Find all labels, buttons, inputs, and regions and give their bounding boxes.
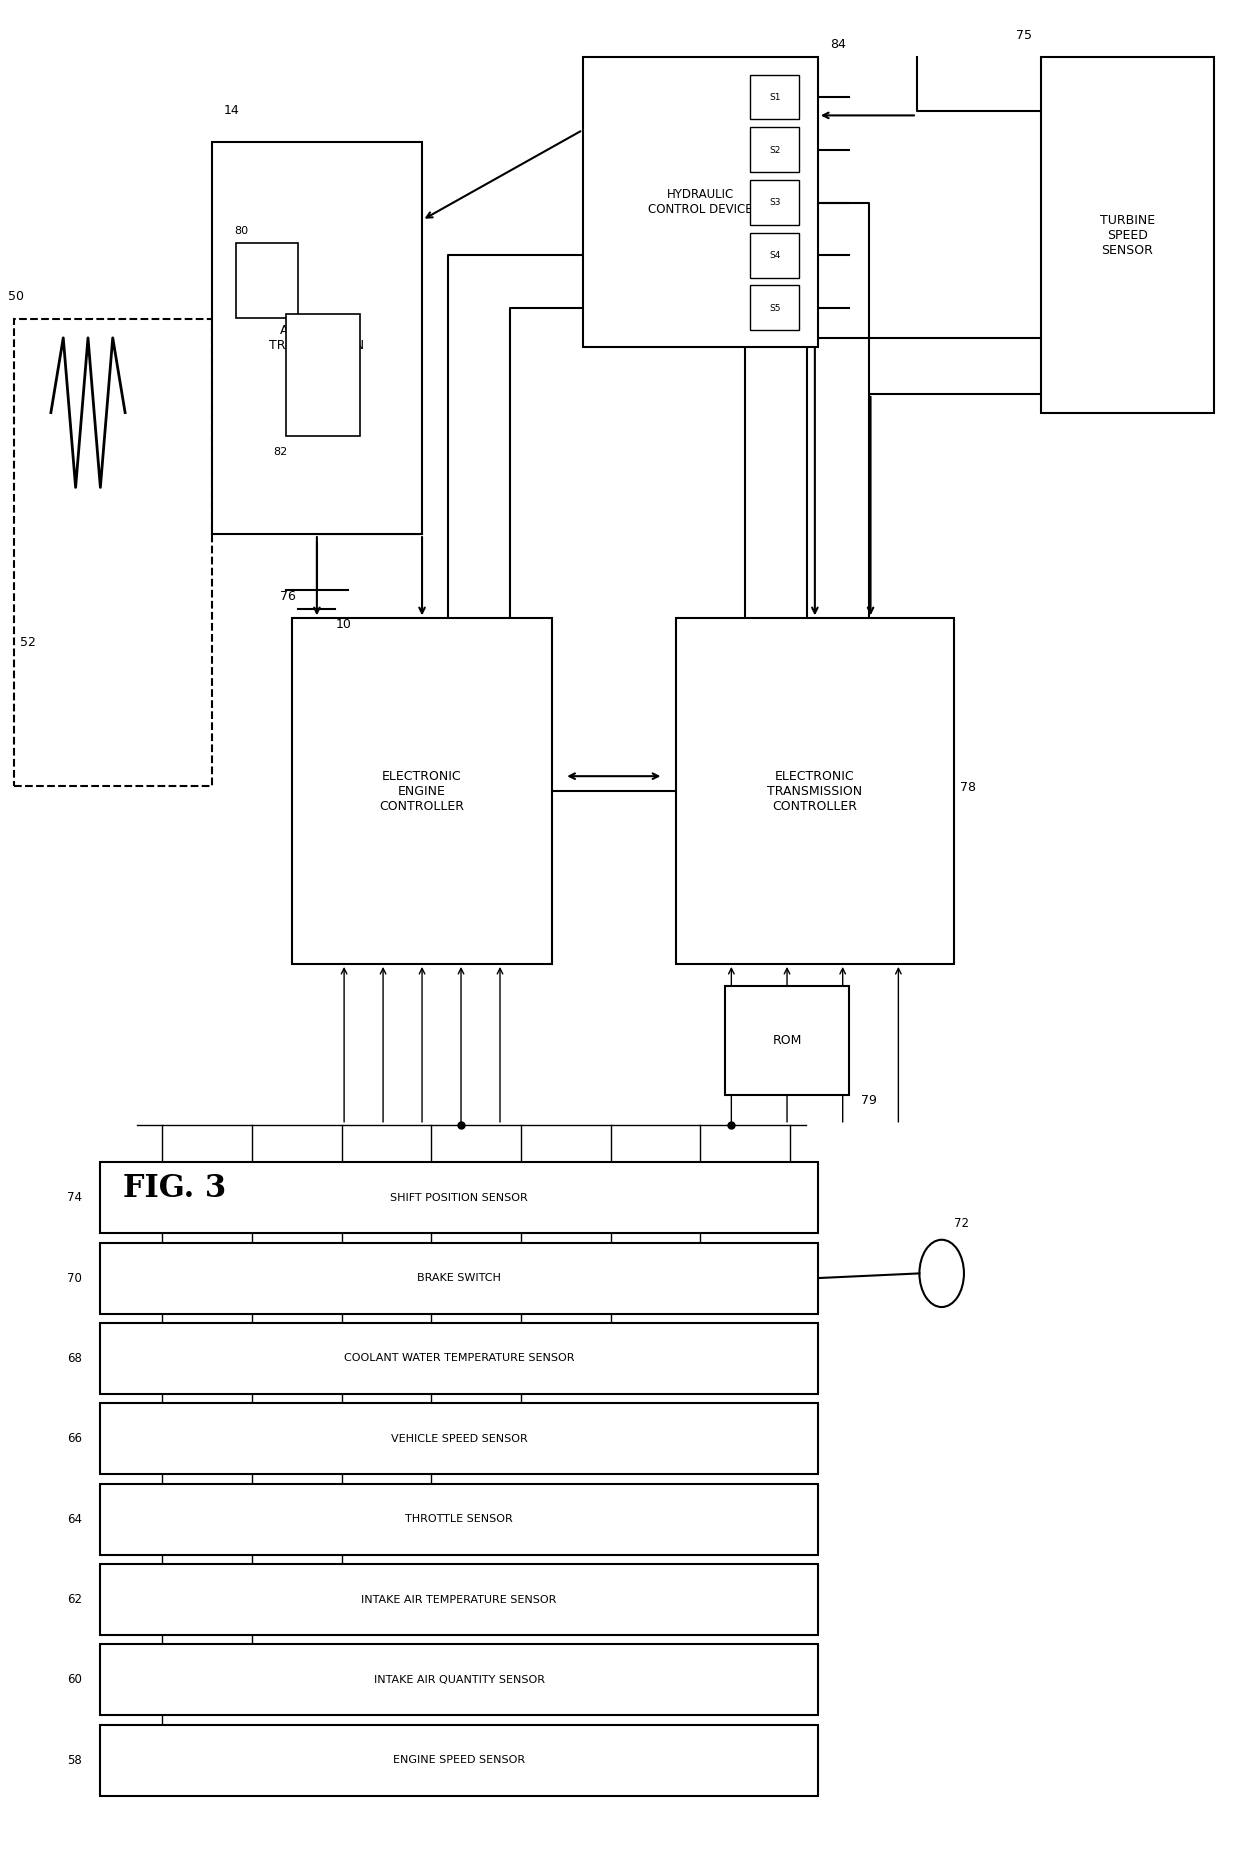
Text: S4: S4 <box>769 251 780 260</box>
Text: VEHICLE SPEED SENSOR: VEHICLE SPEED SENSOR <box>391 1434 527 1443</box>
Text: 80: 80 <box>234 227 248 236</box>
Text: 60: 60 <box>67 1674 82 1687</box>
Text: 10: 10 <box>336 618 351 631</box>
Text: SHIFT POSITION SENSOR: SHIFT POSITION SENSOR <box>391 1192 528 1202</box>
Text: 58: 58 <box>67 1754 82 1767</box>
Text: 82: 82 <box>274 447 288 457</box>
Text: 79: 79 <box>862 1095 877 1106</box>
Text: ELECTRONIC
ENGINE
CONTROLLER: ELECTRONIC ENGINE CONTROLLER <box>379 769 465 812</box>
Text: 68: 68 <box>67 1352 82 1365</box>
Bar <box>237 243 299 318</box>
Bar <box>676 618 954 964</box>
Bar <box>750 180 800 225</box>
Text: 75: 75 <box>1016 28 1032 41</box>
Text: 66: 66 <box>67 1432 82 1445</box>
Text: INTAKE AIR TEMPERATURE SENSOR: INTAKE AIR TEMPERATURE SENSOR <box>362 1595 557 1604</box>
Text: 64: 64 <box>67 1513 82 1526</box>
Text: 74: 74 <box>67 1191 82 1204</box>
Bar <box>100 1324 818 1395</box>
Bar <box>100 1565 818 1634</box>
Text: TURBINE
SPEED
SENSOR: TURBINE SPEED SENSOR <box>1100 213 1154 256</box>
Text: 14: 14 <box>224 103 239 116</box>
Bar <box>750 285 800 329</box>
Bar <box>212 142 422 534</box>
Text: 62: 62 <box>67 1593 82 1606</box>
Text: HYDRAULIC
CONTROL DEVICE: HYDRAULIC CONTROL DEVICE <box>649 189 753 217</box>
Text: AUTOMATIC
TRANSMISSION: AUTOMATIC TRANSMISSION <box>269 324 365 352</box>
Text: INTAKE AIR QUANTITY SENSOR: INTAKE AIR QUANTITY SENSOR <box>373 1675 544 1685</box>
Text: S3: S3 <box>769 198 780 208</box>
Bar <box>100 1484 818 1556</box>
Bar <box>583 58 818 346</box>
Text: BRAKE SWITCH: BRAKE SWITCH <box>417 1273 501 1282</box>
Bar <box>286 314 360 436</box>
Text: ELECTRONIC
TRANSMISSION
CONTROLLER: ELECTRONIC TRANSMISSION CONTROLLER <box>768 769 863 812</box>
Bar <box>100 1404 818 1475</box>
Text: 70: 70 <box>67 1271 82 1284</box>
Text: 84: 84 <box>831 37 846 51</box>
Bar <box>293 618 552 964</box>
Text: ENGINE SPEED SENSOR: ENGINE SPEED SENSOR <box>393 1756 526 1765</box>
Text: 78: 78 <box>960 781 976 794</box>
Text: 76: 76 <box>280 590 295 603</box>
Bar <box>750 127 800 172</box>
Text: THROTTLE SENSOR: THROTTLE SENSOR <box>405 1514 513 1524</box>
Bar <box>100 1163 818 1234</box>
Text: S1: S1 <box>769 94 780 101</box>
Bar <box>100 1724 818 1795</box>
Bar <box>1040 58 1214 412</box>
Text: 72: 72 <box>954 1217 968 1230</box>
Text: 52: 52 <box>20 636 36 650</box>
Text: 50: 50 <box>7 290 24 303</box>
Text: COOLANT WATER TEMPERATURE SENSOR: COOLANT WATER TEMPERATURE SENSOR <box>343 1353 574 1363</box>
Text: S5: S5 <box>769 303 780 313</box>
Text: ROM: ROM <box>773 1033 802 1046</box>
Text: S2: S2 <box>769 146 780 155</box>
Bar <box>100 1644 818 1715</box>
Text: FIG. 3: FIG. 3 <box>123 1174 226 1204</box>
Bar <box>725 987 849 1095</box>
Bar <box>750 232 800 277</box>
Bar <box>14 318 212 786</box>
Bar <box>750 75 800 120</box>
Bar <box>100 1243 818 1314</box>
